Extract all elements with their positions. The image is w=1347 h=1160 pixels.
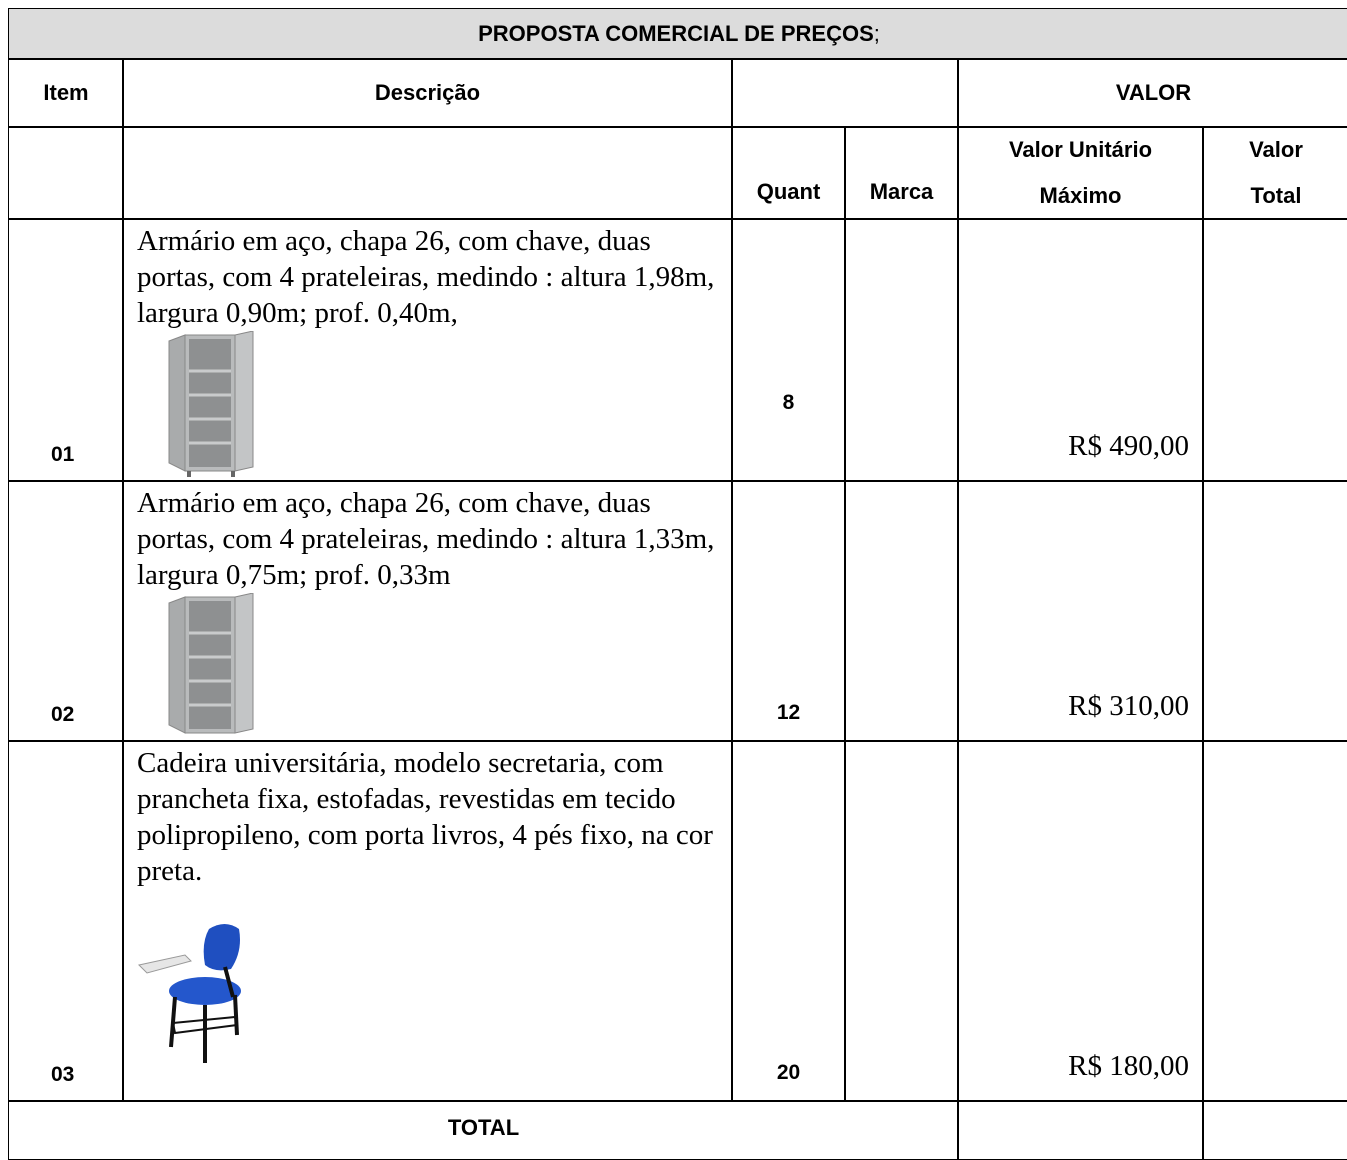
unit-price-cell: R$ 180,00 [957, 740, 1204, 1102]
item-cell: 02 [8, 480, 124, 742]
column-label: Descrição [374, 80, 481, 105]
item-cell: 03 [8, 740, 124, 1102]
header-cell: VALOR [957, 58, 1347, 128]
title-suffix: ; [873, 21, 880, 46]
column-label: Valor Unitário Máximo [1008, 137, 1153, 208]
title: PROPOSTA COMERCIAL DE PREÇOS [478, 21, 874, 46]
total-label-cell: TOTAL [8, 1100, 959, 1160]
item-number: 02 [51, 703, 75, 726]
quantity-cell: 12 [731, 480, 846, 742]
cabinet-image [168, 331, 254, 477]
column-label: Valor Total [1249, 137, 1303, 208]
description-cell: Armário em aço, chapa 26, com chave, dua… [122, 480, 733, 742]
header-cell: Marca [844, 126, 959, 220]
total-price-cell [1202, 218, 1347, 482]
description: Cadeira universitária, modelo secretaria… [137, 747, 713, 887]
header-cell: Valor Unitário Máximo [957, 126, 1204, 220]
header-cell: Descrição [122, 58, 733, 128]
description-cell: Armário em aço, chapa 26, com chave, dua… [122, 218, 733, 482]
unit-price: R$ 310,00 [1068, 690, 1189, 722]
header-cell [731, 58, 959, 128]
title-cell: PROPOSTA COMERCIAL DE PREÇOS; [8, 8, 1347, 60]
item-number: 03 [51, 1063, 75, 1086]
quantity: 8 [782, 391, 795, 414]
column-label: Quant [756, 179, 821, 204]
brand-cell [844, 480, 959, 742]
quantity: 20 [776, 1061, 801, 1084]
header-cell: Quant [731, 126, 846, 220]
unit-price-cell: R$ 490,00 [957, 218, 1204, 482]
header-cell [122, 126, 733, 220]
unit-price: R$ 490,00 [1068, 430, 1189, 462]
item-number: 01 [51, 443, 75, 466]
quantity: 12 [776, 701, 801, 724]
column-label: Marca [869, 179, 934, 204]
total-cell [1202, 1100, 1347, 1160]
column-label: VALOR [1115, 80, 1192, 105]
header-cell: Item [8, 58, 124, 128]
unit-price: R$ 180,00 [1068, 1050, 1189, 1082]
total-label: TOTAL [447, 1115, 520, 1140]
column-label: Item [43, 80, 89, 105]
description: Armário em aço, chapa 26, com chave, dua… [137, 487, 715, 591]
brand-cell [844, 740, 959, 1102]
brand-cell [844, 218, 959, 482]
header-cell [8, 126, 124, 220]
description: Armário em aço, chapa 26, com chave, dua… [137, 225, 715, 329]
item-cell: 01 [8, 218, 124, 482]
total-price-cell [1202, 740, 1347, 1102]
unit-price-cell: R$ 310,00 [957, 480, 1204, 742]
description-cell: Cadeira universitária, modelo secretaria… [122, 740, 733, 1102]
total-cell [957, 1100, 1204, 1160]
quantity-cell: 20 [731, 740, 846, 1102]
chair-image [137, 924, 241, 1063]
header-cell: Valor Total [1202, 126, 1347, 220]
total-price-cell [1202, 480, 1347, 742]
cabinet-image [168, 593, 254, 734]
quantity-cell: 8 [731, 218, 846, 482]
